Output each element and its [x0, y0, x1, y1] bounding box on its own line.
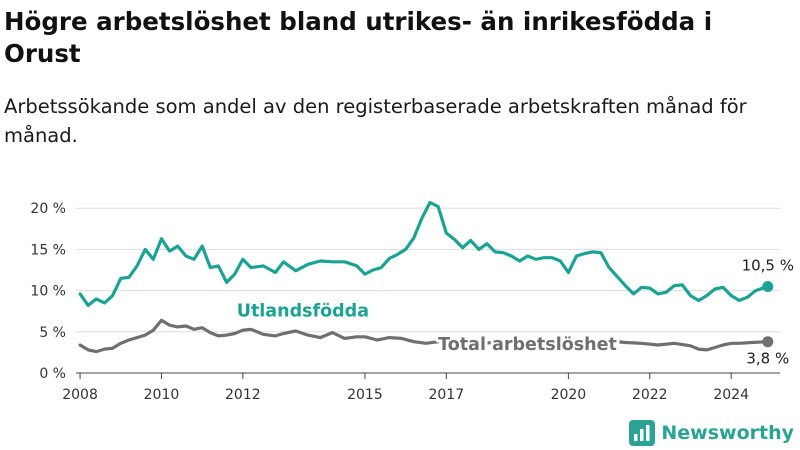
series-line-utlandsfodda	[78, 200, 770, 307]
y-tick-label: 20 %	[30, 201, 66, 217]
x-tick-label: 2008	[62, 387, 98, 403]
x-tick-label: 2020	[551, 387, 587, 403]
series-label-total-halo: Total arbetslöshet	[438, 335, 617, 355]
chart-subtitle: Arbetssökande som andel av den registerb…	[4, 95, 747, 147]
y-tick-label: 5 %	[39, 325, 66, 341]
x-tick-label: 2017	[428, 387, 464, 403]
end-point-utlandsfodda	[762, 281, 774, 292]
axis-layer: 0 % 5 % 10 % 15 % 20 % 2008 2010 2012 2015 2017 20…	[30, 201, 780, 403]
series-label-utlandsfodda-halo: Utlandsfödda	[237, 301, 369, 321]
end-label-utlandsfodda: 10,5 %	[742, 257, 794, 275]
series-label-utlandsfodda: Utlandsfödda	[237, 301, 369, 321]
y-tick-label: 0 %	[39, 366, 66, 382]
x-tick-label: 2022	[632, 387, 668, 403]
x-tick-label: 2012	[225, 387, 261, 403]
y-tick-label: 10 %	[30, 284, 66, 300]
series-layer	[78, 200, 774, 354]
chart-title: Högre arbetslöshet bland utrikes- än inr…	[4, 7, 713, 68]
brand-name: Newsworthy	[661, 422, 794, 444]
series-line-total	[78, 318, 770, 354]
line-chart: 0 % 5 % 10 % 15 % 20 % 2008 2010 2012 2015 2017 20…	[30, 200, 794, 403]
grid-layer	[76, 207, 780, 374]
x-tick-label: 2024	[713, 387, 749, 403]
series-label-total: Total arbetslöshet	[438, 335, 617, 355]
x-tick-label: 2015	[347, 387, 383, 403]
end-label-total: 3,8 %	[746, 350, 789, 368]
label-layer: 10,5 %3,8 %UtlandsföddaUtlandsföddaTotal…	[234, 257, 794, 368]
newsworthy-logo: Newsworthy	[629, 418, 794, 448]
end-point-total	[762, 336, 774, 348]
x-tick-label: 2010	[144, 387, 180, 403]
y-tick-label: 15 %	[30, 242, 66, 258]
bar-chart-logo-icon	[629, 420, 656, 446]
